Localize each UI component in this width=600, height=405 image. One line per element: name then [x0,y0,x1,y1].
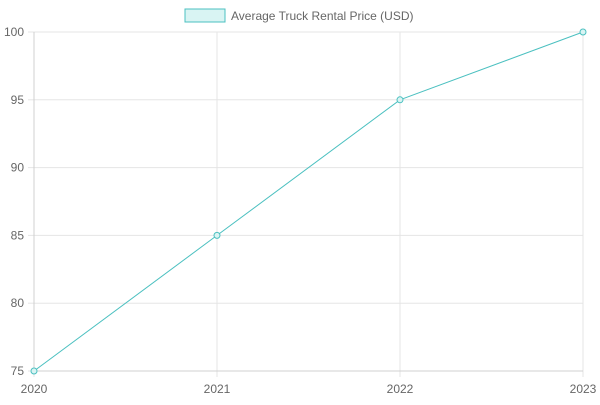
y-tick-label: 80 [11,296,25,310]
series-layer [30,28,587,375]
data-point[interactable] [30,367,38,375]
x-tick-label: 2022 [387,382,414,396]
legend-label: Average Truck Rental Price (USD) [231,9,414,23]
legend[interactable]: Average Truck Rental Price (USD) [184,8,414,23]
gridlines [28,31,584,377]
series-line [33,31,584,372]
y-tick-label: 90 [11,161,25,175]
x-axis-ticks: 2020 2021 2022 2023 [21,382,597,396]
y-tick-label: 100 [4,25,24,39]
y-tick-label: 95 [11,93,25,107]
y-axis-ticks: 75 80 85 90 95 100 [4,25,24,378]
x-tick-label: 2020 [21,382,48,396]
data-point[interactable] [579,28,587,36]
data-point[interactable] [396,96,404,104]
y-tick-label: 75 [11,364,25,378]
x-tick-label: 2023 [570,382,597,396]
x-tick-label: 2021 [204,382,231,396]
axes [33,32,583,372]
data-point[interactable] [213,231,221,239]
y-tick-label: 85 [11,228,25,242]
legend-swatch [184,8,226,23]
